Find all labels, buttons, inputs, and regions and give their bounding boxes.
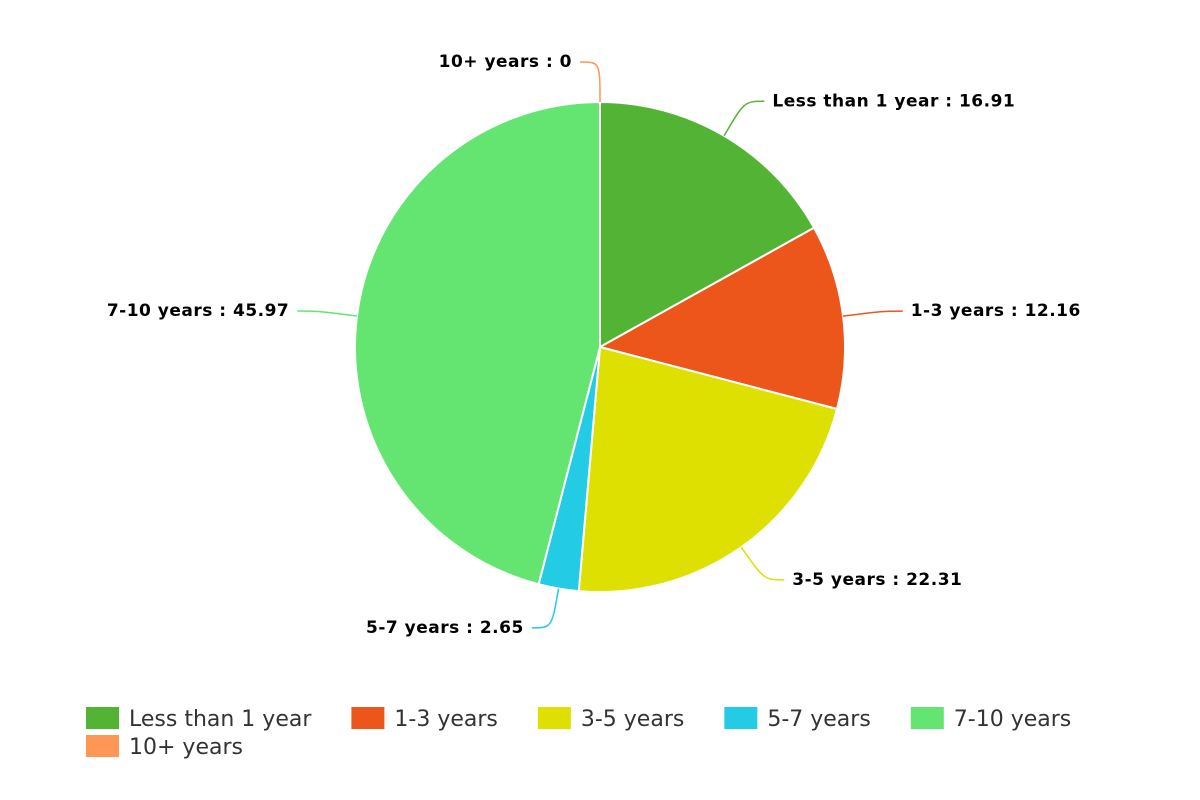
leader-line [297, 310, 358, 317]
legend-item: 5-7 years [724, 707, 871, 732]
data-label: 3-5 years : 22.31 [792, 570, 962, 590]
legend-label: 7-10 years [954, 707, 1071, 732]
legend-label: Less than 1 year [129, 707, 312, 732]
legend-swatch [351, 707, 385, 729]
data-label: 7-10 years : 45.97 [107, 301, 289, 321]
data-label: 1-3 years : 12.16 [911, 301, 1081, 321]
leader-line [842, 310, 903, 317]
data-label: 5-7 years : 2.65 [366, 618, 524, 638]
legend-swatch [86, 707, 119, 729]
legend-label: 10+ years [129, 735, 243, 760]
data-label: Less than 1 year : 16.91 [772, 91, 1015, 111]
pie-slice [577, 345, 839, 593]
data-label: 10+ years : 0 [439, 52, 572, 72]
legend-item: 10+ years [86, 735, 243, 760]
legend-item: 1-3 years [351, 707, 498, 732]
legend-label: 1-3 years [394, 707, 497, 732]
leader-line [531, 588, 560, 629]
legend-item: 3-5 years [537, 707, 684, 732]
pie-slice [599, 100, 816, 349]
legend-swatch [86, 735, 119, 757]
legend-swatch [537, 707, 571, 729]
leader-line [723, 100, 765, 137]
leader-line [740, 546, 785, 581]
legend-swatch [910, 707, 944, 729]
leader-line [579, 61, 601, 103]
pie-slice [597, 226, 846, 411]
legend-label: 3-5 years [581, 707, 684, 732]
legend-item: Less than 1 year [86, 707, 312, 732]
legend-item: 7-10 years [910, 707, 1071, 732]
pie-slice [354, 100, 601, 586]
legend-swatch [724, 707, 758, 729]
legend-label: 5-7 years [767, 707, 870, 732]
